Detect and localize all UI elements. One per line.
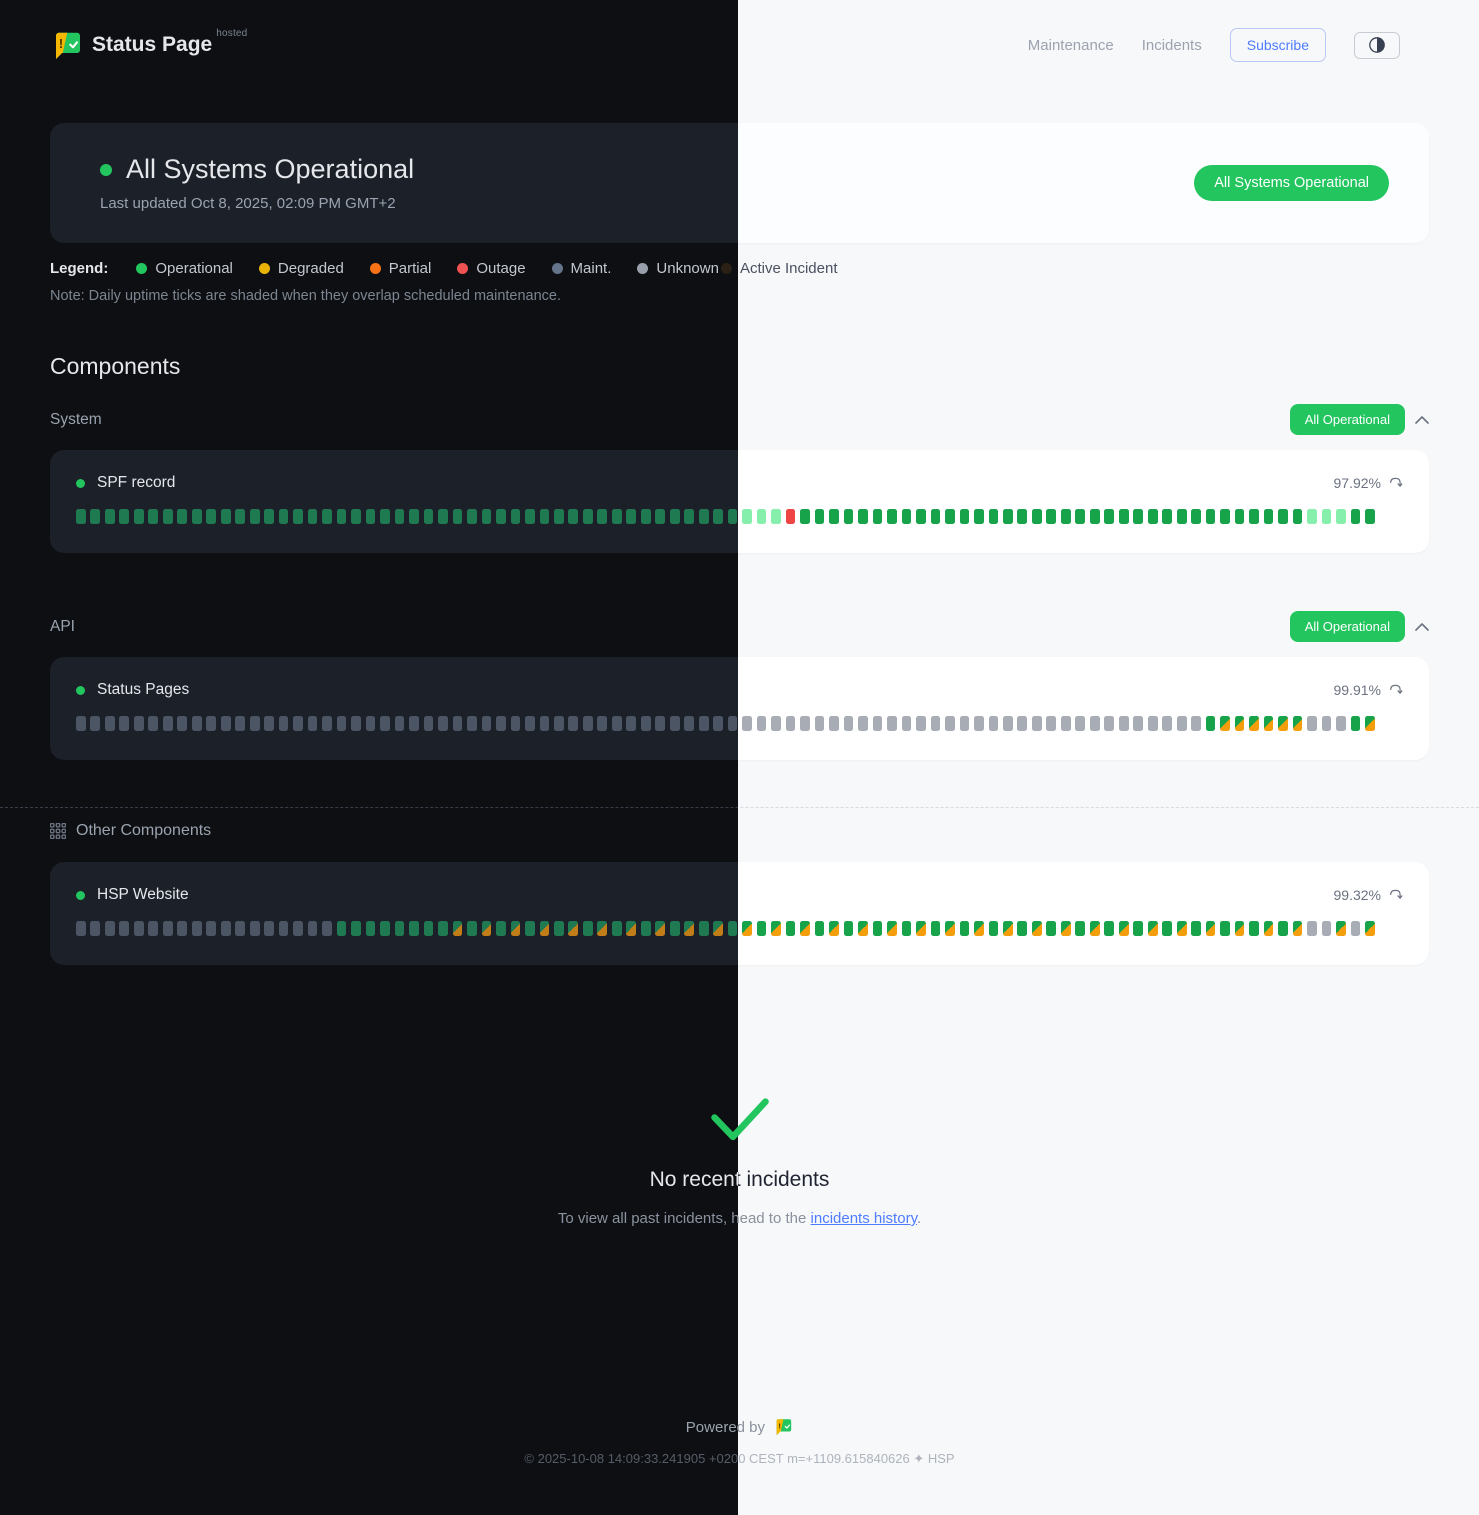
svg-text:!: !	[779, 1421, 782, 1430]
svg-text:!: !	[59, 35, 63, 50]
